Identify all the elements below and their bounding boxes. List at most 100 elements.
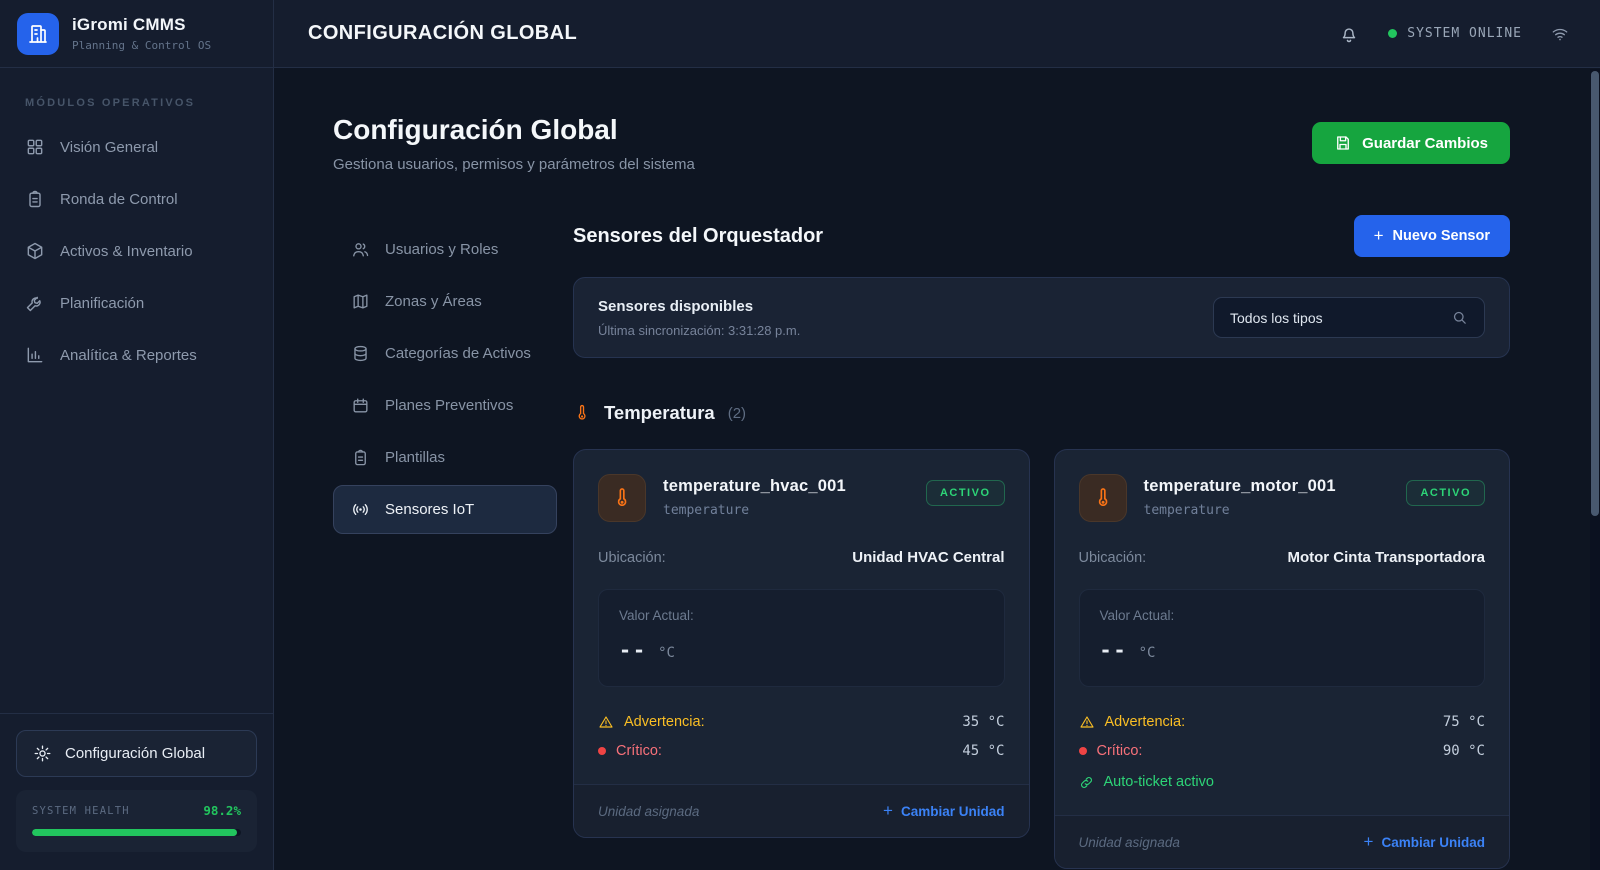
app-identity: iGromi CMMS Planning & Control OS [72,15,211,52]
sensor-type: temperature [1143,503,1230,518]
database-icon [351,344,370,363]
sidebar-item-ronda-de-control[interactable]: Ronda de Control [0,173,273,225]
sidebar-item-activos-inventario[interactable]: Activos & Inventario [0,225,273,277]
content-area: Configuración Global Gestiona usuarios, … [274,68,1600,870]
current-value-unit: °C [658,645,675,661]
assigned-unit-label: Unidad asignada [598,803,700,819]
plus-icon: + [883,801,893,820]
system-health-panel: SYSTEM HEALTH 98.2% [16,790,257,852]
tab-sensores-iot[interactable]: Sensores IoT [333,485,557,534]
sidebar-item-label: Planificación [60,294,145,312]
app-tagline: Planning & Control OS [72,39,212,52]
sidebar: iGromi CMMS Planning & Control OS MÓDULO… [0,0,274,870]
page-subtitle: Gestiona usuarios, permisos y parámetros… [333,156,695,173]
bell-icon[interactable] [1338,23,1360,45]
sensor-names: temperature_hvac_001 temperature [663,474,846,518]
sidebar-item-analitica-reportes[interactable]: Analítica & Reportes [0,329,273,381]
settings-nav: Usuarios y Roles Zonas y Áreas Categoría… [333,215,557,869]
critical-label: Crítico: [616,743,662,759]
scrollbar-track[interactable] [1590,69,1600,870]
current-value-panel: Valor Actual: -- °C [598,589,1005,687]
new-sensor-button[interactable]: + Nuevo Sensor [1353,215,1510,257]
health-progress-track [32,829,241,836]
system-status-text: SYSTEM ONLINE [1407,26,1522,41]
warning-triangle-icon [598,714,614,730]
sensors-section: Sensores del Orquestador + Nuevo Sensor … [573,215,1510,869]
sensor-card: temperature_motor_001 temperature ACTIVO… [1053,449,1510,869]
sensors-available-title: Sensores disponibles [598,297,754,315]
plus-icon: + [1363,832,1374,851]
topbar: CONFIGURACIÓN GLOBAL SYSTEM ONLINE [274,0,1600,68]
cube-icon [25,241,45,261]
online-dot-icon [1388,29,1398,38]
warning-label: Advertencia: [1104,714,1186,730]
critical-dot-icon [1078,747,1087,755]
last-sync-text: Última sincronización: 3:31:28 p.m. [598,322,801,338]
system-status-chip: SYSTEM ONLINE [1388,26,1522,41]
critical-label: Crítico: [1096,743,1143,759]
page-title: Configuración Global [333,114,618,145]
global-config-button[interactable]: Configuración Global [16,730,257,777]
users-icon [351,240,370,259]
tab-label: Planes Preventivos [385,397,514,414]
sidebar-item-label: Ronda de Control [60,190,178,208]
sidebar-bottom: Configuración Global SYSTEM HEALTH 98.2% [0,713,273,870]
tab-planes-preventivos[interactable]: Planes Preventivos [333,381,557,430]
clipboard-icon [351,448,370,467]
assigned-unit-label: Unidad asignada [1078,834,1180,850]
warning-value: 75 °C [1442,714,1485,730]
save-icon [1334,134,1352,152]
status-badge: ACTIVO [1406,480,1485,506]
nav-section-label: MÓDULOS OPERATIVOS [25,97,196,109]
system-health-label: SYSTEM HEALTH [32,804,130,817]
sensor-type: temperature [663,503,750,518]
tab-label: Usuarios y Roles [385,241,499,258]
tab-categorias-de-activos[interactable]: Categorías de Activos [333,329,557,378]
calendar-icon [351,396,370,415]
chart-icon [25,345,45,365]
change-unit-button[interactable]: + Cambiar Unidad [1364,832,1485,852]
link-icon [1079,775,1094,790]
tab-label: Sensores IoT [385,501,475,518]
sidebar-item-label: Visión General [60,138,159,156]
current-value-panel: Valor Actual: -- °C [1078,589,1485,687]
app-logo-block: iGromi CMMS Planning & Control OS [0,0,273,68]
sensors-title: Sensores del Orquestador [573,224,824,247]
critical-value: 45 °C [962,743,1005,759]
main-column: CONFIGURACIÓN GLOBAL SYSTEM ONLINE Confi… [274,0,1600,870]
current-value: -- [619,638,648,662]
tab-label: Plantillas [385,449,446,466]
auto-ticket-label: Auto-ticket activo [1103,774,1214,790]
map-icon [351,292,370,311]
current-value-unit: °C [1138,645,1156,661]
save-changes-button[interactable]: Guardar Cambios [1312,122,1510,164]
wrench-icon [25,293,45,313]
change-unit-label: Cambiar Unidad [1381,834,1485,850]
sidebar-item-planificacion[interactable]: Planificación [0,277,273,329]
sensor-id: temperature_hvac_001 [663,477,846,495]
wifi-icon [1550,24,1570,44]
sidebar-item-vision-general[interactable]: Visión General [0,121,273,173]
change-unit-label: Cambiar Unidad [900,803,1005,819]
location-label: Ubicación: [598,549,666,566]
sensor-type-filter[interactable]: Todos los tipos [1213,297,1485,338]
location-label: Ubicación: [1078,549,1147,566]
global-config-label: Configuración Global [65,745,206,762]
group-count: (2) [727,404,747,422]
sync-texts: Sensores disponibles Última sincronizaci… [598,298,800,338]
tab-zonas-y-areas[interactable]: Zonas y Áreas [333,277,557,326]
location-value: Motor Cinta Transportadora [1287,549,1485,566]
scrollbar-thumb[interactable] [1591,71,1599,516]
plus-icon: + [1373,226,1384,245]
thermometer-icon [573,404,591,422]
grid-icon [25,137,45,157]
auto-ticket-link[interactable]: Auto-ticket activo [1079,774,1486,790]
current-value-label: Valor Actual: [619,608,694,623]
thermometer-icon [1078,474,1127,522]
topbar-title: CONFIGURACIÓN GLOBAL [308,22,578,44]
tab-plantillas[interactable]: Plantillas [333,433,557,482]
group-title: Temperatura [604,402,715,423]
location-value: Unidad HVAC Central [852,549,1005,566]
tab-usuarios-y-roles[interactable]: Usuarios y Roles [333,225,557,274]
change-unit-button[interactable]: + Cambiar Unidad [883,801,1004,821]
